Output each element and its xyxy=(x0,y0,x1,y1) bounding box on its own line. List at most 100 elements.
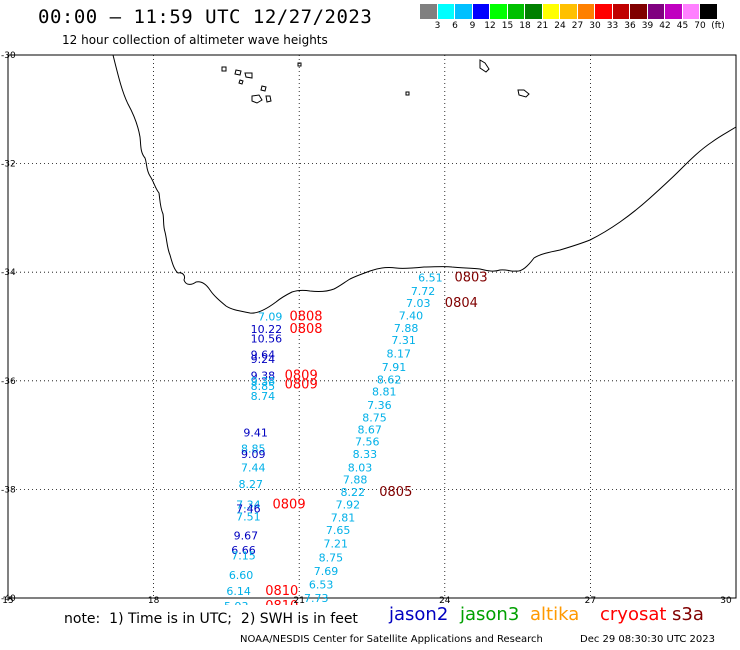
legend-tick-label: 21 xyxy=(536,21,549,31)
satellite-legend-s3a: s3a xyxy=(672,604,704,625)
wave-height-value: 8.17 xyxy=(387,348,412,361)
latitude-label: -36 xyxy=(1,377,16,387)
wave-height-value: 7.88 xyxy=(394,322,419,335)
wave-height-value: 10.56 xyxy=(251,332,283,345)
wave-height-value: 7.40 xyxy=(399,310,424,323)
wave-height-map: 7.09 0808 10.22 0808 10.56 9.649.24 9.38 0809 9.… xyxy=(1,51,737,605)
wave-height-value: 6.66 xyxy=(231,544,256,557)
longitude-label: 27 xyxy=(585,596,596,605)
map-title: 00:00 – 11:59 UTC 12/27/2023 xyxy=(38,6,373,28)
satellite-legend-jason2: jason2 xyxy=(389,604,449,625)
legend-tick-label: 3 xyxy=(434,21,441,31)
satellite-legend-altika: altika xyxy=(530,604,580,625)
pass-time-label: 0809 xyxy=(273,498,306,513)
coastline xyxy=(112,54,737,314)
wave-height-value: 7.09 xyxy=(258,311,283,324)
wave-height-value: 6.14 xyxy=(226,585,251,598)
wave-height-labels: 7.09 0808 10.22 0808 10.56 9.649.24 9.38 0809 9.… xyxy=(224,271,488,605)
pass-time-label: 0810 xyxy=(265,584,298,599)
timestamp: Dec 29 08:30:30 UTC 2023 xyxy=(580,634,715,645)
satellite-legend-cryosat: cryosat xyxy=(600,604,667,625)
wave-height-value: 7.36 xyxy=(367,399,392,412)
wave-height-value: 7.73 xyxy=(304,592,329,605)
legend-tick-label: 33 xyxy=(606,21,619,31)
wave-height-value: 9.67 xyxy=(234,530,259,543)
legend-tick-label: 30 xyxy=(589,21,601,31)
legend-tick-label: 12 xyxy=(484,21,496,31)
wave-height-value: 9.38 xyxy=(251,375,276,388)
legend-tick-label: 9 xyxy=(469,21,476,31)
legend-swatch xyxy=(612,4,630,19)
wave-height-value: 9.38 xyxy=(251,369,276,382)
pass-time-label: 0804 xyxy=(445,296,478,311)
legend-tick-label: 27 xyxy=(571,21,584,31)
legend-tick-label: 24 xyxy=(554,21,566,31)
legend-tick-label: 39 xyxy=(641,21,654,31)
legend-swatch xyxy=(700,4,718,19)
pass-time-label: 0809 xyxy=(285,368,318,383)
longitude-label: 18 xyxy=(148,596,160,605)
legend-swatch xyxy=(665,4,683,19)
legend-tick-label: 15 xyxy=(501,21,514,31)
latitude-label: -38 xyxy=(1,485,16,495)
pass-time-label: 0810 xyxy=(265,599,298,605)
wave-height-value: 8.67 xyxy=(357,424,382,437)
longitude-label: 24 xyxy=(439,596,451,605)
wave-height-value: 7.81 xyxy=(331,512,356,525)
wave-height-value: 5.93 xyxy=(224,600,249,605)
wave-height-value: 9.41 xyxy=(243,426,267,439)
wave-height-value: 8.03 xyxy=(348,462,373,475)
legend-tick-label: 6 xyxy=(452,21,458,31)
credit-line: NOAA/NESDIS Center for Satellite Applica… xyxy=(240,634,543,645)
wave-height-value: 6.51 xyxy=(418,272,443,285)
wave-height-value: 7.92 xyxy=(336,499,361,512)
satellite-legend-jason3: jason3 xyxy=(460,604,520,625)
wave-height-value: 7.15 xyxy=(231,550,256,563)
pass-time-label: 0803 xyxy=(455,271,488,286)
wave-height-value: 8.22 xyxy=(340,486,365,499)
wave-height-value: 7.46 xyxy=(236,502,261,515)
wave-height-value: 7.88 xyxy=(343,474,368,487)
latitude-label: -32 xyxy=(1,160,16,170)
islands xyxy=(221,59,530,104)
legend-swatch xyxy=(420,4,438,19)
wave-height-value: 9.24 xyxy=(251,353,276,366)
legend-swatch xyxy=(507,4,525,19)
legend-tick-label: 18 xyxy=(519,21,531,31)
longitude-label: 30 xyxy=(720,596,732,605)
longitude-label: 21 xyxy=(293,596,304,605)
legend-swatch xyxy=(525,4,543,19)
legend-swatch xyxy=(647,4,665,19)
legend-swatch xyxy=(490,4,508,19)
wave-height-value: 10.22 xyxy=(251,323,283,336)
wave-height-value: 8.75 xyxy=(319,551,344,564)
wave-height-value: 7.51 xyxy=(236,511,261,524)
legend-swatch xyxy=(630,4,648,19)
latitude-label: -40 xyxy=(1,594,16,604)
legend-tick-label: 45 xyxy=(676,21,689,31)
legend-swatch xyxy=(437,4,455,19)
pass-time-label: 0805 xyxy=(379,485,412,500)
pass-time-label: 0808 xyxy=(289,322,322,337)
wave-height-value: 7.31 xyxy=(391,334,416,347)
wave-height-value: 8.75 xyxy=(362,412,387,425)
wave-height-value: 7.91 xyxy=(382,361,407,374)
graticule xyxy=(8,55,736,598)
wave-height-value: 8.85 xyxy=(251,380,276,393)
pass-time-label: 0809 xyxy=(285,378,318,393)
wave-height-value: 6.53 xyxy=(309,578,334,591)
legend-swatch xyxy=(577,4,595,19)
legend-swatch xyxy=(455,4,473,19)
legend-swatch xyxy=(472,4,490,19)
legend-unit: (ft) xyxy=(711,21,725,31)
color-scale-legend: 3 6 9 12 15 18 21 24 27 30 33 36 39 42 45 70 (ft) xyxy=(420,4,728,40)
wave-height-value: 7.72 xyxy=(411,285,436,298)
legend-swatch xyxy=(542,4,560,19)
wave-height-value: 8.81 xyxy=(372,386,397,399)
latitude-label: -34 xyxy=(1,268,16,278)
wave-height-value: 7.65 xyxy=(326,524,351,537)
wave-height-value: 8.62 xyxy=(377,374,402,387)
legend-tick-label: 42 xyxy=(659,21,671,31)
wave-height-value: 7.34 xyxy=(236,499,261,512)
wave-height-value: 7.44 xyxy=(241,462,266,475)
